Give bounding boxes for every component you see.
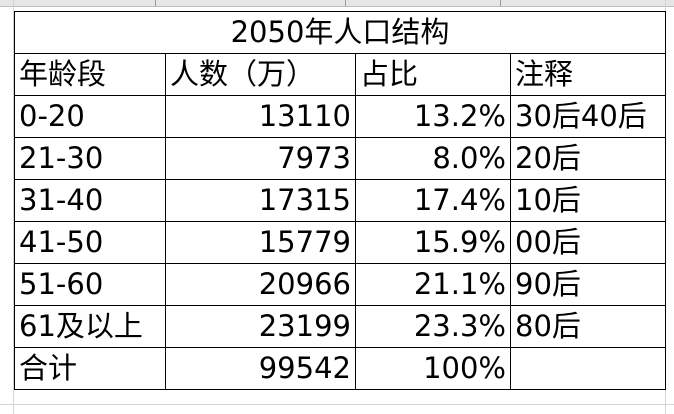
cell-note[interactable]: 20后 (510, 137, 666, 180)
cell-share[interactable]: 100% (355, 347, 511, 390)
table-title-row: 2050年人口结构 (14, 11, 666, 54)
cell-count[interactable]: 20966 (165, 263, 356, 306)
cell-share[interactable]: 8.0% (355, 137, 511, 180)
cell-count[interactable]: 15779 (165, 221, 356, 264)
cell-share[interactable]: 15.9% (355, 221, 511, 264)
cell-share[interactable]: 13.2% (355, 95, 511, 138)
cell-note[interactable] (510, 347, 666, 390)
cell-share[interactable]: 17.4% (355, 179, 511, 222)
table-header-row: 年龄段 人数（万） 占比 注释 (14, 53, 666, 96)
cell-count[interactable]: 99542 (165, 347, 356, 390)
cell-count[interactable]: 13110 (165, 95, 356, 138)
header-age-group[interactable]: 年龄段 (14, 53, 166, 96)
table-row: 21-30 7973 8.0% 20后 (14, 137, 666, 180)
cell-age-group[interactable]: 21-30 (14, 137, 166, 180)
table-row: 0-20 13110 13.2% 30后40后 (14, 95, 666, 138)
header-count[interactable]: 人数（万） (165, 53, 356, 96)
cell-note[interactable]: 10后 (510, 179, 666, 222)
column-header-bar (0, 0, 674, 7)
cell-note[interactable]: 90后 (510, 263, 666, 306)
table-row: 31-40 17315 17.4% 10后 (14, 179, 666, 222)
cell-age-group[interactable]: 51-60 (14, 263, 166, 306)
cell-count[interactable]: 17315 (165, 179, 356, 222)
cell-age-group[interactable]: 31-40 (14, 179, 166, 222)
gridline (13, 0, 14, 414)
table-total-row: 合计 99542 100% (14, 347, 666, 390)
cell-share[interactable]: 23.3% (355, 305, 511, 348)
header-note[interactable]: 注释 (510, 53, 666, 96)
cell-note[interactable]: 80后 (510, 305, 666, 348)
column-separator (345, 0, 346, 6)
cell-age-group[interactable]: 61及以上 (14, 305, 166, 348)
gridline (0, 404, 674, 405)
column-separator (155, 0, 156, 6)
header-share[interactable]: 占比 (355, 53, 511, 96)
cell-age-group[interactable]: 41-50 (14, 221, 166, 264)
table-row: 61及以上 23199 23.3% 80后 (14, 305, 666, 348)
cell-note[interactable]: 00后 (510, 221, 666, 264)
cell-age-group[interactable]: 合计 (14, 347, 166, 390)
cell-age-group[interactable]: 0-20 (14, 95, 166, 138)
cell-count[interactable]: 7973 (165, 137, 356, 180)
cell-share[interactable]: 21.1% (355, 263, 511, 306)
column-separator (500, 0, 501, 6)
population-table: 2050年人口结构 年龄段 人数（万） 占比 注释 0-20 13110 13.… (14, 11, 666, 390)
table-row: 41-50 15779 15.9% 00后 (14, 221, 666, 264)
table-title[interactable]: 2050年人口结构 (14, 11, 666, 54)
table-row: 51-60 20966 21.1% 90后 (14, 263, 666, 306)
cell-count[interactable]: 23199 (165, 305, 356, 348)
cell-note[interactable]: 30后40后 (510, 95, 666, 138)
